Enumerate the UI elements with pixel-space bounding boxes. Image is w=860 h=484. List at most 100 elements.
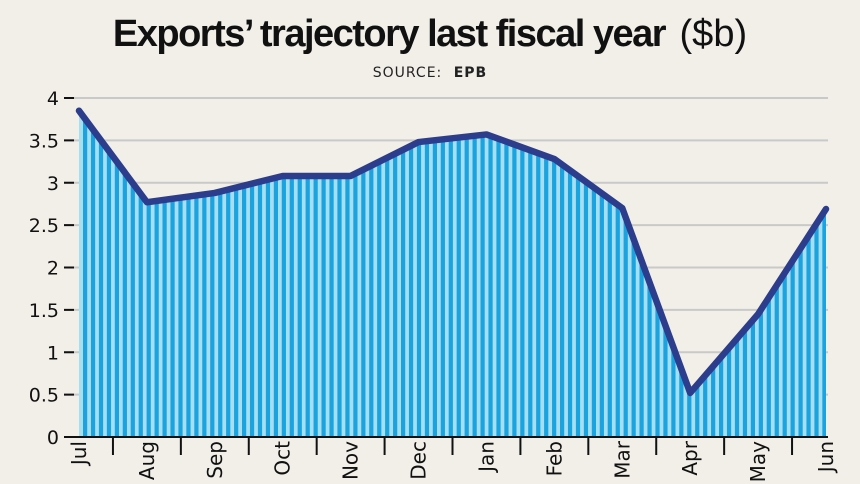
chart-title: Exports’ trajectory last fiscal year ($b…: [113, 13, 747, 55]
area-stripe: [273, 110, 278, 437]
area-stripe: [305, 110, 310, 437]
area-stripe: [623, 110, 628, 437]
x-tick-label: Aug: [135, 441, 159, 480]
y-tick-label: 2.5: [29, 215, 59, 237]
source-value: EPB: [454, 65, 488, 81]
area-stripe: [401, 110, 406, 437]
x-tick-label: Jan: [474, 441, 498, 474]
area-stripe: [242, 110, 247, 437]
y-tick-label: 0: [47, 427, 59, 449]
area-stripe: [98, 110, 104, 437]
area-stripe: [106, 110, 112, 437]
area-stripe: [210, 110, 215, 437]
y-tick-label: 1.5: [29, 300, 59, 322]
area-stripe: [528, 110, 533, 437]
area-stripe: [448, 110, 453, 437]
area-stripe: [226, 110, 231, 437]
chart-title-unit: ($b): [680, 13, 748, 55]
area-stripe: [432, 110, 437, 437]
x-tick-label: Oct: [271, 441, 295, 476]
area-stripe: [583, 110, 589, 437]
area-stripe: [234, 110, 239, 437]
series-line-group: [75, 107, 830, 397]
area-stripe: [186, 110, 191, 437]
area-stripe: [194, 110, 199, 437]
area-stripe: [146, 110, 151, 437]
area-stripe: [575, 110, 581, 437]
x-tick-label: Feb: [542, 441, 566, 476]
area-stripe: [257, 110, 263, 437]
area-stripe: [385, 110, 390, 437]
area-stripe: [90, 110, 96, 437]
series-line: [75, 107, 830, 397]
area-stripe: [329, 110, 334, 437]
area-stripe: [552, 110, 557, 437]
area-stripe: [393, 110, 398, 437]
area-stripe: [615, 110, 620, 437]
area-stripe: [178, 110, 183, 437]
area-stripe: [472, 110, 477, 437]
x-tick-label: Apr: [678, 440, 702, 475]
area-stripe: [289, 110, 294, 437]
x-tick-label: May: [746, 441, 770, 483]
area-stripe: [512, 110, 517, 437]
source-label: SOURCE:: [373, 65, 443, 81]
area-stripe: [337, 110, 342, 437]
axes: [64, 97, 828, 455]
area-stripe: [480, 110, 485, 437]
area-stripe: [369, 110, 374, 437]
area-stripe: [162, 110, 167, 437]
area-stripe: [218, 110, 223, 437]
area-stripe: [170, 110, 175, 437]
area-stripe: [313, 110, 318, 437]
y-tick-labels: 0 0.5 1 1.5 2 2.5 3 3.5 4: [29, 88, 59, 449]
x-tick-label: Nov: [339, 441, 363, 480]
area-stripe: [806, 110, 811, 437]
area-stripe: [281, 110, 286, 437]
area-stripe: [639, 110, 644, 437]
y-tick-label: 2: [47, 258, 59, 280]
area-stripe: [496, 110, 501, 437]
area-stripe: [567, 110, 573, 437]
x-tick-label: Sep: [203, 441, 227, 479]
area-stripe: [504, 110, 509, 437]
y-tick-label: 0.5: [29, 385, 59, 407]
area-stripe: [122, 110, 127, 437]
y-tick-label: 4: [47, 88, 59, 110]
area-stripe: [138, 110, 143, 437]
area-stripe: [377, 110, 382, 437]
area-stripe: [520, 110, 525, 437]
area-stripe: [408, 110, 414, 437]
area-stripe: [814, 110, 819, 437]
x-tick-label: Dec: [407, 441, 431, 480]
y-tick-label: 1: [47, 342, 59, 364]
area-stripe: [544, 110, 549, 437]
x-tick-label: Mar: [610, 440, 634, 479]
area-stripe: [464, 110, 469, 437]
area-stripe: [202, 110, 207, 437]
area-stripe: [456, 110, 461, 437]
x-tick-label: Jun: [814, 441, 838, 474]
area-stripe: [353, 110, 358, 437]
chart-title-main: Exports’ trajectory last fiscal year: [113, 13, 667, 55]
area-stripe: [790, 110, 795, 437]
area-stripe: [488, 110, 493, 437]
area-stripe: [321, 110, 326, 437]
area-stripe: [607, 110, 612, 437]
y-tick-label: 3: [47, 173, 59, 195]
x-tick-labels: Jul Aug Sep Oct Nov Dec Jan Feb Mar Apr May Jun: [67, 440, 838, 482]
area-stripe: [154, 110, 159, 437]
area-stripe: [345, 110, 350, 437]
area-stripe: [249, 110, 255, 437]
area-stripe: [114, 110, 119, 437]
area-stripe: [631, 110, 636, 437]
area-stripe: [560, 110, 565, 437]
area-stripe: [440, 110, 445, 437]
source-line: SOURCE: EPB: [373, 65, 487, 81]
area-stripe: [416, 110, 422, 437]
area-stripe: [361, 110, 366, 437]
area-stripe: [83, 110, 88, 437]
area-stripe: [297, 110, 302, 437]
y-tick-label: 3.5: [29, 130, 59, 152]
